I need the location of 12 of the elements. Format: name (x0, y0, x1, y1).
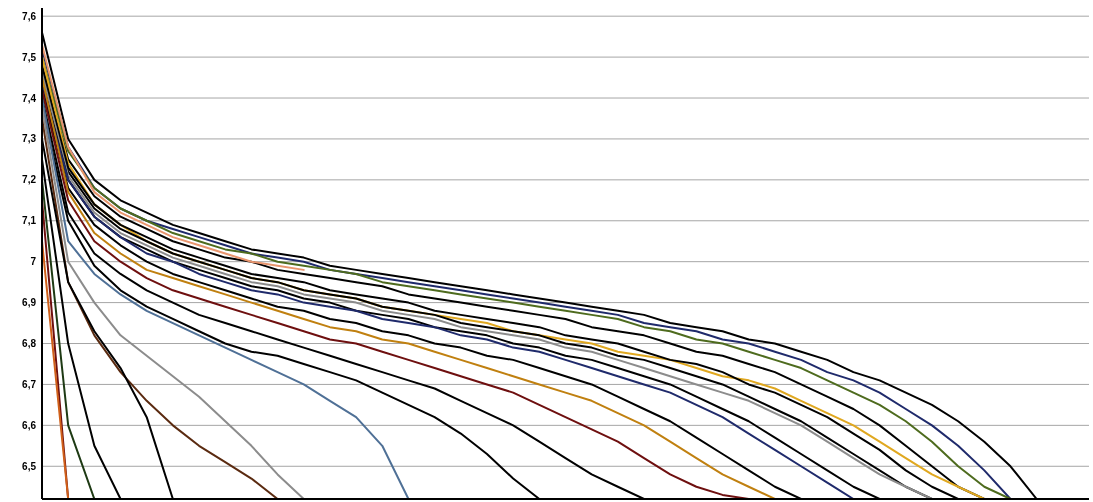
y-tick-label: 7,2 (22, 174, 37, 186)
y-tick-label: 6,8 (22, 338, 37, 350)
y-tick-label: 6,6 (22, 419, 37, 431)
y-tick-label: 7,1 (22, 215, 37, 227)
y-tick-label: 7 (30, 256, 37, 268)
y-tick-label: 6,7 (22, 378, 37, 390)
y-tick-label: 7,5 (22, 51, 37, 63)
y-tick-label: 6,5 (22, 460, 37, 472)
y-tick-label: 7,4 (22, 92, 37, 104)
y-tick-label: 7,6 (22, 10, 37, 22)
y-tick-label: 7,3 (22, 133, 37, 145)
y-tick-label: 6,9 (22, 297, 37, 309)
